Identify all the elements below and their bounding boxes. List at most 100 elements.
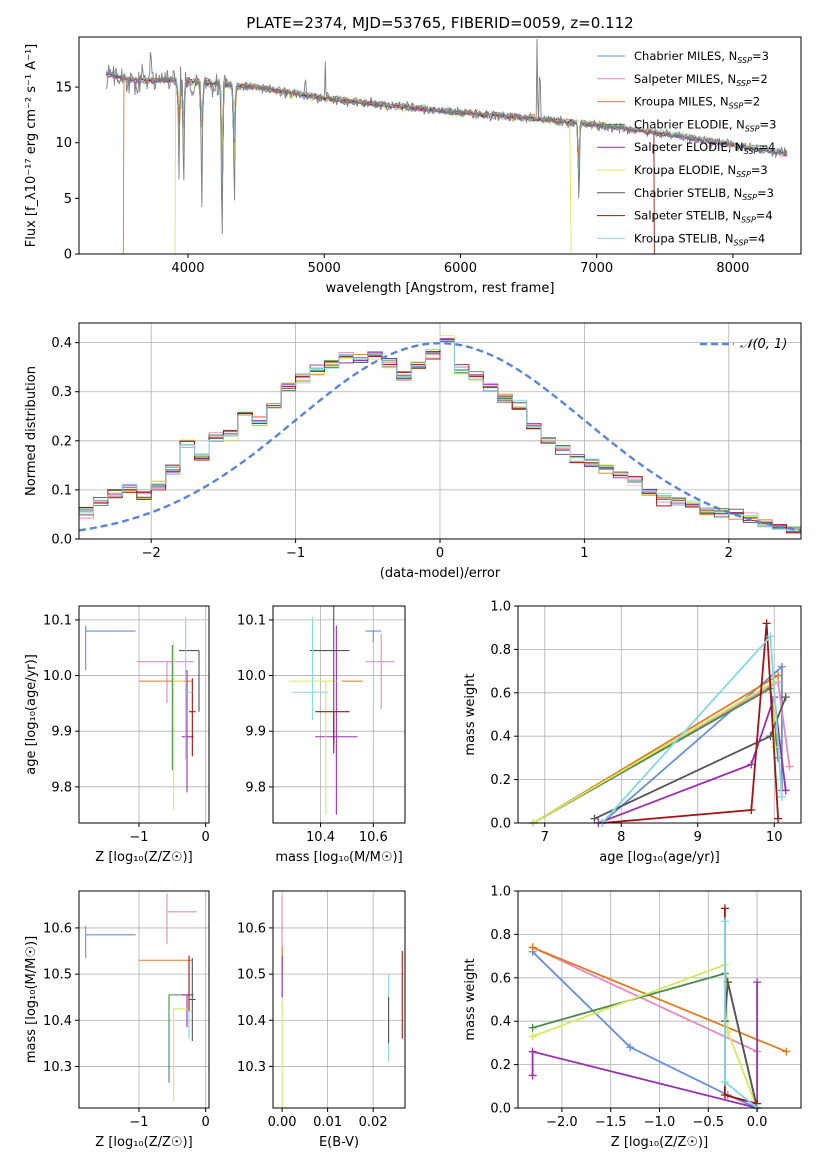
histogram-kroupa_stelib: [79, 340, 801, 539]
errorbar-chabrier_stelib: [179, 649, 200, 712]
errorbars: [281, 895, 403, 1108]
series-line: [602, 623, 779, 824]
y-tick-label: 0.1: [51, 483, 72, 498]
y-tick-label: 10.5: [43, 968, 72, 983]
age_vs_mass-border: [272, 605, 406, 824]
legend-label: Chabrier MILES, NSSP=3: [634, 49, 769, 65]
series-marker: [747, 805, 756, 814]
series-marker: [774, 671, 783, 680]
x-tick-label: 0: [436, 546, 444, 561]
x-tick-label: 0.01: [313, 1115, 342, 1130]
age_vs_mass-axes: [273, 606, 405, 823]
series-marker: [762, 619, 771, 628]
age_vs_Z-plot-area: [79, 606, 209, 823]
mass_vs_ebv-border: [272, 890, 406, 1109]
series-line: [531, 951, 758, 1109]
y-tick-label: 0.3: [51, 385, 72, 400]
errorbar-chabrier_miles: [365, 630, 382, 643]
series-marker: [528, 1032, 537, 1041]
errorbar-salpeter_stelib: [315, 711, 350, 754]
massweight_vs_Z-frame: −2.0 −1.5 −1.0 −0.5 0.0 0.0 0.2 0.4 0.6 0.8 1.0 Z […: [463, 885, 802, 1150]
spectrum-legend: Chabrier MILES, NSSP=3 Salpeter MILES, NS…: [597, 49, 776, 247]
y-tick-label: 0.0: [490, 1102, 511, 1117]
series-lines: [529, 619, 794, 827]
x-tick-label: 10.6: [359, 830, 388, 845]
y-axis-label: mass [log₁₀(M/M☉)]: [24, 936, 39, 1063]
series-marker: [747, 760, 756, 769]
legend-label: Salpeter MILES, NSSP=2: [634, 72, 768, 88]
x-tick-label: −1: [286, 546, 305, 561]
x-tick-label: 7: [541, 830, 549, 845]
mass_vs_ebv-axes: [273, 891, 405, 1108]
series-marker: [777, 792, 786, 801]
massweight_vs_age-axes: [518, 605, 801, 827]
age_vs_mass-frame: 10.4 10.6 9.8 9.9 10.0 10.1 mass [log₁₀(M/M☉)]: [237, 605, 406, 865]
series-marker: [785, 762, 794, 771]
legend-item: Chabrier MILES, NSSP=3: [597, 49, 769, 65]
series-marker: [753, 978, 762, 987]
spectrum-plot-area: [79, 37, 801, 254]
x-tick-label: 10: [766, 830, 783, 845]
age_vs_Z-axes: [79, 606, 209, 823]
spectrum-frame: 4000 5000 6000 7000 8000 0 5 10 15 wavelength [An…: [24, 36, 802, 296]
errorbar-kroupa_elodie: [173, 1008, 187, 1102]
errorbar-kroupa_stelib: [291, 617, 329, 721]
x-tick-label: −2: [142, 546, 161, 561]
y-tick-label: 1.0: [490, 885, 511, 900]
errorbars: [85, 893, 197, 1102]
errorbar-kroupa_stelib: [185, 617, 193, 760]
spectrum-lines: [105, 38, 788, 254]
series-marker: [782, 1047, 791, 1056]
legend-label: Salpeter ELODIE, NSSP=4: [634, 140, 775, 156]
residual_histogram-axes: [79, 323, 801, 540]
errorbar-salpeter_elodie: [315, 625, 358, 815]
legend-item: Kroupa STELIB, NSSP=4: [597, 231, 765, 247]
y-tick-label: 10.3: [237, 1060, 266, 1075]
series-marker: [720, 1090, 729, 1099]
legend-label: Kroupa ELODIE, NSSP=3: [634, 163, 768, 179]
x-tick-label: −1.5: [595, 1115, 627, 1130]
series-salpeter_stelib: [598, 619, 783, 827]
series-marker: [774, 814, 783, 823]
series-marker: [766, 632, 775, 641]
mass_vs_ebv-plot-area: [273, 891, 405, 1108]
legend-item: Chabrier ELODIE, NSSP=3: [597, 117, 776, 133]
series-line: [597, 696, 787, 824]
observed-spectrum: [105, 38, 788, 235]
x-tick-label: 0: [202, 830, 210, 845]
y-tick-label: 9.9: [245, 725, 266, 740]
y-axis-label: mass weight: [463, 958, 478, 1040]
series-marker: [590, 814, 599, 823]
y-tick-label: 0.0: [490, 817, 511, 832]
x-axis-label: Z [log₁₀(Z/Z☉)]: [95, 850, 192, 865]
x-tick-label: −1: [129, 1115, 148, 1130]
series-line: [532, 946, 758, 1053]
mass_vs_Z-frame: −1 0 10.3 10.4 10.5 10.6 Z [log₁₀(Z/Z☉)] mass […: [24, 890, 210, 1150]
y-tick-label: 0.4: [490, 1015, 511, 1030]
x-tick-label: 0.0: [747, 1115, 768, 1130]
errorbar-chabrier_miles: [85, 925, 136, 958]
x-tick-label: 0: [202, 1115, 210, 1130]
mass_vs_ebv-frame: 0.00 0.01 0.02 10.3 10.4 10.5 10.6 E(B-V): [237, 890, 406, 1150]
errorbar-salpeter_stelib: [189, 678, 196, 757]
y-tick-label: 10.0: [237, 669, 266, 684]
x-tick-label: 2: [725, 546, 733, 561]
massweight_vs_age-frame: 7 8 9 10 0.0 0.2 0.4 0.6 0.8 1.0 age [log₁₀(age/yr…: [463, 600, 802, 865]
legend-label: Chabrier STELIB, NSSP=3: [634, 186, 774, 202]
series-marker: [528, 1023, 537, 1032]
series-marker: [777, 662, 786, 671]
series-marker: [528, 1047, 537, 1056]
y-tick-label: 9.8: [51, 780, 72, 795]
errorbar-kroupa_stelib: [188, 1010, 193, 1039]
legend-item: Chabrier STELIB, NSSP=3: [597, 186, 774, 202]
series-marker: [720, 904, 729, 913]
errorbar-chabrier_miles: [85, 625, 136, 670]
x-axis-label: E(B-V): [319, 1135, 359, 1150]
mass_vs_Z-axes: [79, 891, 209, 1108]
y-tick-label: 0.6: [490, 971, 511, 986]
errorbar-salpeter_miles: [137, 661, 194, 704]
spectrum-axes: [79, 37, 801, 254]
x-tick-label: 1: [580, 546, 588, 561]
series-marker: [528, 1071, 537, 1080]
